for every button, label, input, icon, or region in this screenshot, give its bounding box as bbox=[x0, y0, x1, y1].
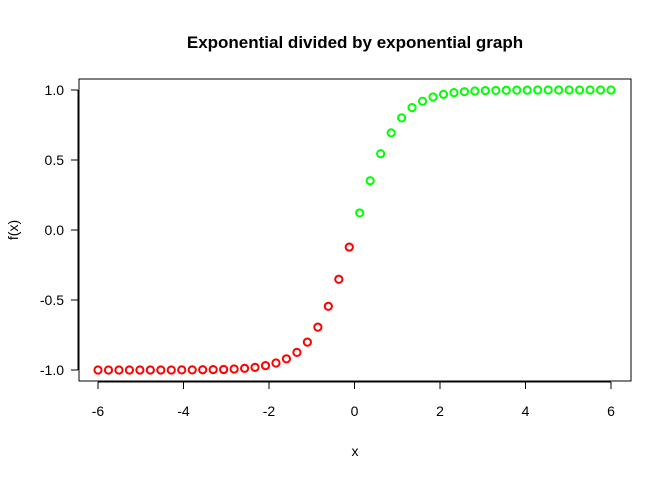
data-point bbox=[522, 85, 532, 95]
data-point bbox=[585, 85, 595, 95]
data-point bbox=[564, 85, 574, 95]
chart-title: Exponential divided by exponential graph bbox=[187, 33, 523, 52]
y-tick-label: 1.0 bbox=[45, 82, 65, 98]
x-tick-label: -2 bbox=[263, 403, 276, 419]
data-point bbox=[198, 365, 208, 375]
data-points bbox=[93, 85, 616, 375]
x-tick-label: 4 bbox=[522, 403, 530, 419]
data-point bbox=[595, 85, 606, 95]
data-point bbox=[219, 364, 229, 375]
x-tick-label: 0 bbox=[351, 403, 359, 419]
data-point bbox=[239, 363, 250, 373]
data-point bbox=[438, 89, 449, 99]
data-point bbox=[355, 208, 365, 218]
data-point bbox=[533, 85, 543, 95]
data-point bbox=[407, 103, 417, 113]
data-point bbox=[491, 85, 501, 96]
plot-area bbox=[78, 78, 632, 382]
data-point bbox=[459, 87, 470, 97]
data-point bbox=[135, 365, 145, 375]
data-point bbox=[501, 85, 511, 95]
data-point bbox=[480, 85, 490, 96]
data-point bbox=[187, 365, 197, 375]
data-point bbox=[313, 322, 323, 332]
data-point bbox=[145, 365, 155, 375]
data-point bbox=[229, 364, 239, 374]
y-tick-label: 0.5 bbox=[45, 152, 65, 168]
data-point bbox=[554, 85, 564, 95]
x-tick-label: -6 bbox=[92, 403, 105, 419]
data-point bbox=[470, 86, 480, 96]
data-point bbox=[323, 301, 333, 311]
y-tick-label: 0.0 bbox=[45, 222, 65, 238]
data-point bbox=[606, 85, 616, 95]
data-point bbox=[397, 113, 407, 123]
data-point bbox=[177, 365, 187, 375]
data-point bbox=[271, 358, 281, 368]
data-point bbox=[417, 96, 428, 106]
data-point bbox=[103, 365, 114, 375]
data-point bbox=[376, 149, 386, 159]
x-tick-label: 2 bbox=[436, 403, 444, 419]
data-point bbox=[334, 274, 344, 284]
x-axis-label: x bbox=[352, 443, 359, 459]
data-point bbox=[574, 85, 585, 95]
data-point bbox=[208, 364, 218, 375]
y-axis-label: f(x) bbox=[5, 220, 21, 240]
y-tick-label: -0.5 bbox=[40, 292, 64, 308]
data-point bbox=[543, 85, 553, 95]
data-point bbox=[281, 354, 292, 364]
data-point bbox=[302, 337, 312, 347]
data-point bbox=[250, 362, 260, 372]
x-tick-label: -4 bbox=[177, 403, 190, 419]
data-point bbox=[114, 365, 124, 375]
data-point bbox=[449, 88, 459, 98]
data-point bbox=[428, 92, 438, 102]
data-point bbox=[93, 365, 103, 375]
data-point bbox=[260, 361, 271, 371]
data-point bbox=[156, 365, 166, 375]
x-axis: -6 -4 -2 0 2 4 6 bbox=[92, 381, 615, 419]
x-tick-label: 6 bbox=[607, 403, 615, 419]
data-point bbox=[124, 365, 135, 375]
data-point bbox=[292, 347, 302, 357]
data-point bbox=[512, 85, 522, 95]
data-point bbox=[166, 365, 176, 375]
y-axis: -1.0 -0.5 0.0 0.5 1.0 bbox=[40, 82, 79, 378]
data-point bbox=[344, 242, 354, 252]
data-point bbox=[386, 128, 396, 138]
y-tick-label: -1.0 bbox=[40, 362, 64, 378]
data-point bbox=[365, 176, 375, 186]
